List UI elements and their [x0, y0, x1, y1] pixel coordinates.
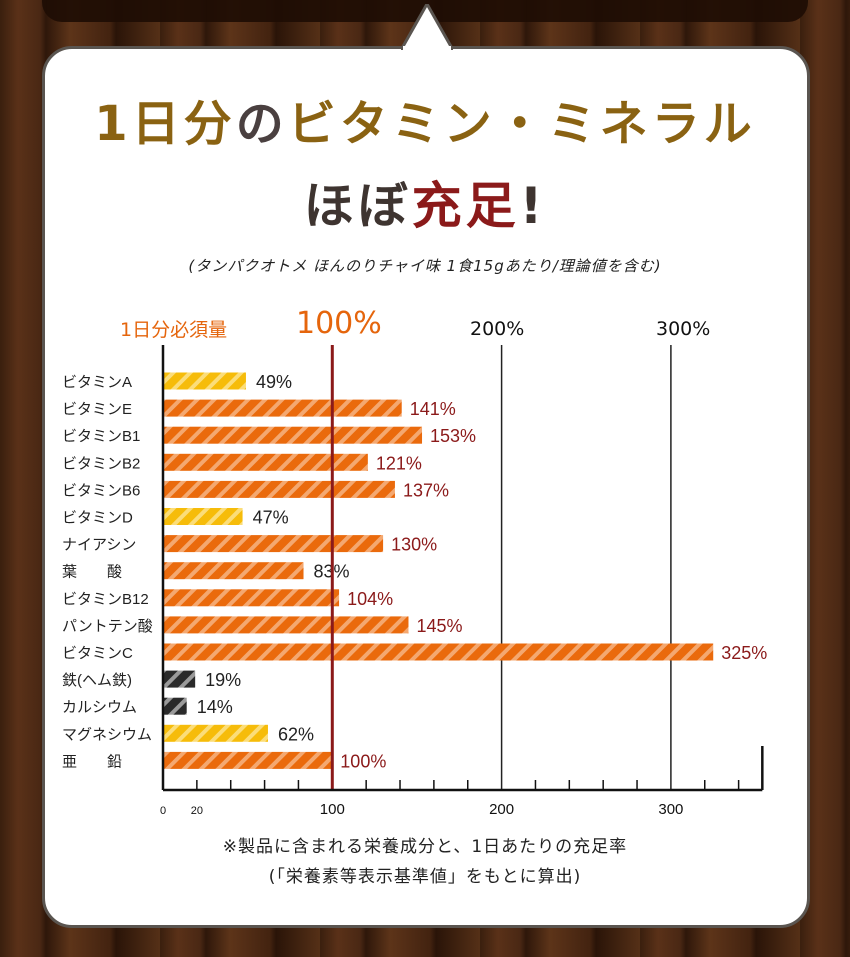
- value-label: 62%: [278, 724, 314, 744]
- headline-part: 1日分: [94, 96, 236, 152]
- bar-13: [163, 724, 268, 742]
- value-label: 49%: [256, 372, 292, 392]
- bar-2: [163, 426, 423, 444]
- value-label: 47%: [253, 508, 289, 528]
- headline-part: ビタミン・ミネラル: [287, 96, 756, 152]
- x-tick-label: 200: [489, 801, 514, 818]
- value-label: 137%: [403, 480, 449, 500]
- category-label: 葉 酸: [62, 564, 122, 581]
- bar-3: [163, 453, 368, 471]
- headline-part: の: [235, 96, 288, 152]
- x-tick-label: 300: [658, 801, 683, 818]
- category-label: 鉄(ヘム鉄): [62, 672, 132, 689]
- bar-12: [163, 697, 187, 715]
- category-label: ビタミンB12: [62, 591, 149, 608]
- category-label: ビタミンB2: [62, 455, 140, 472]
- headline-part: 充足: [411, 177, 520, 235]
- bar-9: [163, 616, 409, 634]
- bar-6: [163, 535, 384, 553]
- headline-line1: 1日分のビタミン・ミネラル: [0, 84, 850, 154]
- daily-requirement-label: 1日分必須量: [120, 319, 228, 341]
- header-100: 100%: [296, 306, 382, 341]
- footnote-2: (「栄養素等表示基準値」をもとに算出): [268, 867, 582, 887]
- category-label: ビタミンB1: [62, 428, 140, 445]
- headline-line2: ほぼ充足!: [0, 166, 850, 238]
- value-label: 325%: [721, 643, 767, 663]
- value-label: 130%: [391, 535, 437, 555]
- bar-10: [163, 643, 714, 661]
- value-label: 141%: [410, 399, 456, 419]
- category-label: ビタミンC: [62, 645, 133, 662]
- headline-part: ほぼ: [303, 177, 412, 235]
- bar-5: [163, 508, 243, 525]
- value-label: 145%: [416, 616, 462, 636]
- category-label: カルシウム: [62, 699, 137, 716]
- bar-4: [163, 480, 395, 498]
- header-200: 200%: [470, 318, 525, 340]
- category-label: パントテン酸: [62, 618, 153, 635]
- subtitle: (タンパクオトメ ほんのりチャイ味 1食15gあたり/理論値を含む): [188, 257, 662, 275]
- speech-pointer: [401, 4, 453, 50]
- x-tick-label: 100: [320, 801, 345, 818]
- x-tick-label: 0: [160, 805, 166, 817]
- value-label: 14%: [197, 697, 233, 717]
- value-label: 121%: [376, 453, 422, 473]
- bar-0: [163, 372, 246, 390]
- header-300: 300%: [656, 318, 711, 340]
- value-label: 153%: [430, 426, 476, 446]
- headline-part: !: [519, 177, 547, 235]
- value-label: 104%: [347, 589, 393, 609]
- category-label: ビタミンE: [62, 401, 132, 418]
- bar-14: [163, 751, 333, 769]
- bar-8: [163, 589, 340, 607]
- bar-1: [163, 399, 402, 417]
- category-label: ビタミンD: [62, 510, 133, 527]
- bar-7: [163, 562, 304, 580]
- footnote-1: ※製品に含まれる栄養成分と、1日あたりの充足率: [222, 837, 628, 857]
- category-label: ナイアシン: [62, 537, 136, 554]
- value-label: 100%: [340, 751, 386, 771]
- category-label: ビタミンA: [62, 374, 132, 391]
- category-label: ビタミンB6: [62, 482, 140, 499]
- category-label: マグネシウム: [62, 726, 152, 743]
- category-label: 亜 鉛: [62, 753, 122, 770]
- value-label: 19%: [205, 670, 241, 690]
- bar-11: [163, 670, 196, 688]
- x-tick-label: 20: [191, 805, 203, 817]
